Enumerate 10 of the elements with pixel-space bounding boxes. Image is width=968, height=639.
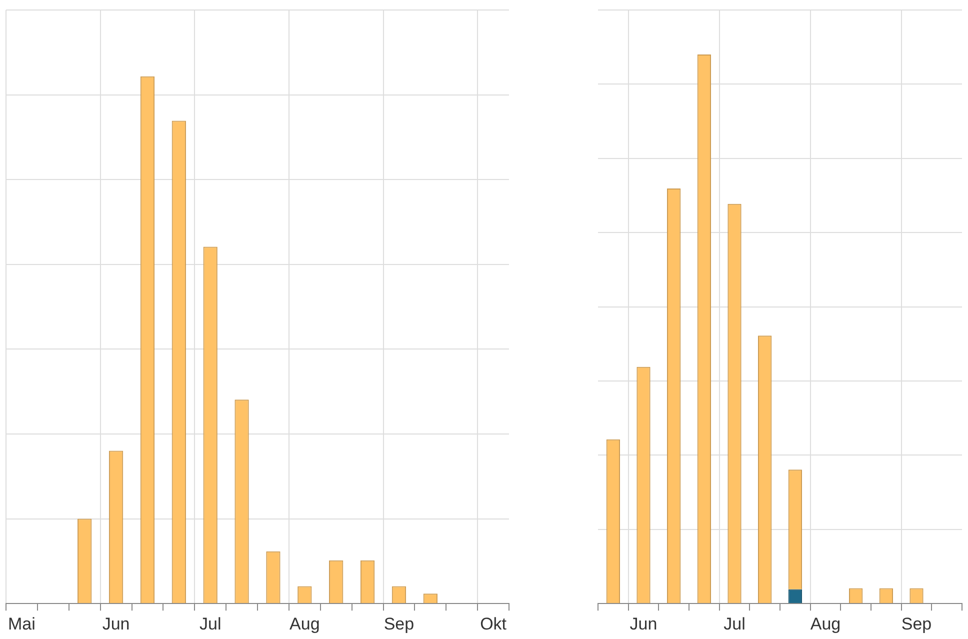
x-tick-label: Aug <box>290 614 320 634</box>
x-tick-label: Mai <box>8 614 36 634</box>
x-tick-label: Jul <box>724 614 746 634</box>
x-tick-label: Okt <box>480 614 507 634</box>
x-tick-label: Sep <box>901 614 932 634</box>
x-tick-label: Jul <box>199 614 222 634</box>
x-tick-label: Sep <box>384 614 414 634</box>
x-tick-label: Jun <box>102 614 130 634</box>
x-tick-label: Aug <box>810 614 841 634</box>
x-tick-label: Jun <box>630 614 658 634</box>
